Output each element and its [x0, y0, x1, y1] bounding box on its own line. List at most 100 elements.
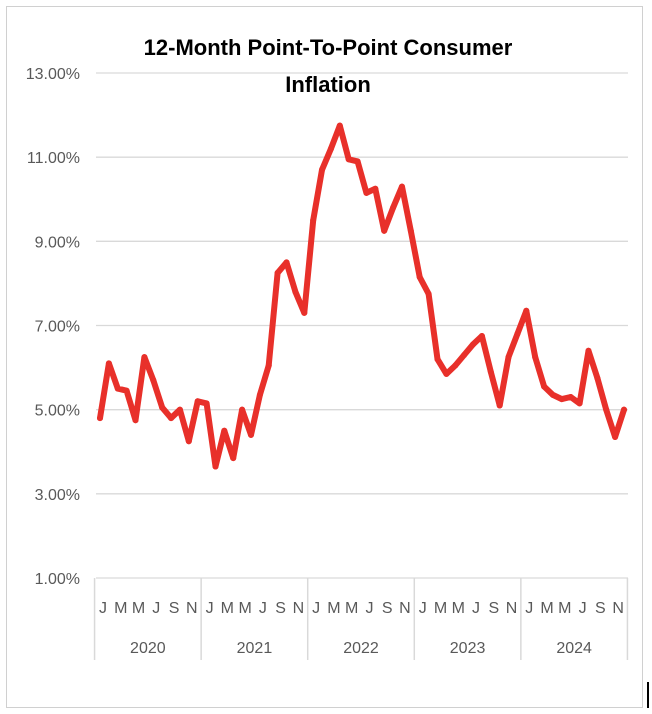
data-point	[576, 400, 583, 407]
y-tick-label: 3.00%	[35, 487, 80, 504]
month-tick-label: M	[558, 600, 571, 617]
year-label: 2021	[237, 640, 273, 657]
data-point	[514, 330, 521, 337]
y-tick-label: 11.00%	[27, 150, 80, 167]
data-point	[327, 145, 334, 152]
data-point	[265, 362, 272, 369]
y-axis-labels: 1.00% 3.00% 5.00% 7.00% 9.00% 11.00% 13.00%	[26, 66, 80, 588]
data-point	[274, 269, 281, 276]
data-point	[470, 341, 477, 348]
data-point	[496, 402, 503, 409]
data-point	[585, 347, 592, 354]
data-point	[452, 362, 459, 369]
month-tick-label: N	[612, 600, 624, 617]
data-point	[390, 204, 397, 211]
month-tick-label: J	[472, 600, 480, 617]
y-tick-label: 7.00%	[35, 319, 80, 336]
y-tick-label: 13.00%	[26, 66, 80, 83]
data-point	[247, 431, 254, 438]
month-tick-label: S	[488, 600, 499, 617]
data-point	[558, 396, 565, 403]
data-point	[256, 391, 263, 398]
year-label: 2024	[556, 640, 592, 657]
month-tick-label: S	[275, 600, 286, 617]
data-point	[505, 354, 512, 361]
gridlines	[96, 72, 628, 579]
chart-title-line2: Inflation	[285, 72, 371, 97]
year-label: 2023	[450, 640, 486, 657]
data-point	[230, 455, 237, 462]
month-tick-label: J	[259, 600, 267, 617]
data-point	[434, 356, 441, 363]
data-point	[176, 406, 183, 413]
y-tick-label: 5.00%	[35, 403, 80, 420]
data-point	[567, 394, 574, 401]
data-points	[97, 122, 627, 470]
data-point	[239, 406, 246, 413]
data-point	[354, 158, 361, 165]
data-point	[301, 309, 308, 316]
data-point	[203, 400, 210, 407]
data-point	[407, 227, 414, 234]
data-point	[594, 375, 601, 382]
chart-title-line1: 12-Month Point-To-Point Consumer	[144, 35, 513, 60]
data-point	[549, 391, 556, 398]
data-point	[381, 227, 388, 234]
inflation-series-line	[97, 122, 627, 470]
data-point	[114, 385, 121, 392]
data-point	[97, 415, 103, 422]
month-tick-label: M	[114, 600, 127, 617]
month-tick-label: J	[579, 600, 587, 617]
month-tick-label: M	[540, 600, 553, 617]
data-point	[212, 463, 219, 470]
month-tick-label: J	[206, 600, 214, 617]
month-tick-label: M	[132, 600, 145, 617]
data-point	[532, 354, 539, 361]
month-tick-label: N	[293, 600, 305, 617]
month-tick-label: M	[345, 600, 358, 617]
data-point	[168, 415, 175, 422]
data-point	[398, 183, 405, 190]
data-point	[487, 368, 494, 375]
month-tick-label: S	[382, 600, 393, 617]
data-point	[541, 383, 548, 390]
y-tick-label: 1.00%	[35, 571, 80, 588]
month-tick-label: J	[365, 600, 373, 617]
data-point	[416, 274, 423, 281]
data-point	[603, 406, 610, 413]
month-tick-label: M	[452, 600, 465, 617]
data-point	[319, 166, 326, 173]
data-point	[141, 354, 148, 361]
text-cursor-mark	[647, 682, 649, 708]
data-point	[310, 217, 317, 224]
month-tick-label: J	[99, 600, 107, 617]
data-point	[292, 288, 299, 295]
month-tick-label: J	[312, 600, 320, 617]
month-tick-label: N	[506, 600, 518, 617]
month-tick-label: S	[169, 600, 180, 617]
data-point	[372, 185, 379, 192]
month-tick-label: J	[152, 600, 160, 617]
data-point	[185, 438, 192, 445]
month-tick-label: N	[399, 600, 411, 617]
year-label: 2022	[343, 640, 379, 657]
data-point	[621, 406, 627, 413]
data-point	[194, 398, 201, 405]
data-point	[283, 259, 290, 266]
data-point	[478, 333, 485, 340]
data-point	[221, 427, 228, 434]
month-tick-label: N	[186, 600, 198, 617]
data-point	[523, 307, 530, 314]
month-tick-label: M	[238, 600, 251, 617]
data-point	[612, 434, 619, 441]
month-tick-label: J	[419, 600, 427, 617]
data-point	[461, 351, 468, 358]
data-point	[363, 189, 370, 196]
data-point	[159, 404, 166, 411]
data-point	[132, 417, 139, 424]
month-tick-label: S	[595, 600, 606, 617]
y-tick-label: 9.00%	[35, 234, 80, 251]
data-point	[425, 290, 432, 297]
